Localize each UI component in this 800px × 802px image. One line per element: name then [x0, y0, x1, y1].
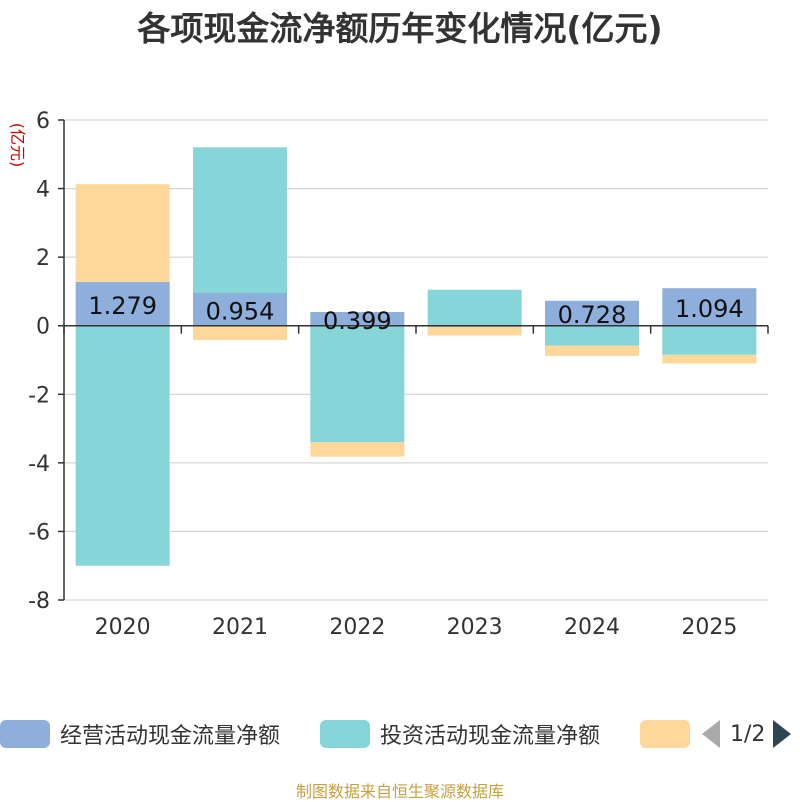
bar-financing-2024: [545, 345, 639, 356]
legend: 经营活动现金流量净额 投资活动现金流量净额: [0, 714, 800, 754]
bar-investing-2024: [545, 325, 639, 346]
y-tick-label: 0: [36, 315, 50, 340]
legend-page-indicator: 1/2: [730, 721, 766, 747]
y-tick-label: -4: [28, 452, 50, 477]
data-label: 0.399: [323, 307, 392, 335]
bar-investing-2020: [75, 325, 170, 566]
legend-swatch-operating: [0, 720, 50, 748]
legend-swatch-investing: [320, 720, 370, 748]
legend-label-operating: 经营活动现金流量净额: [60, 724, 281, 749]
bar-operating-2021: [193, 293, 287, 326]
data-label: 1.279: [88, 292, 157, 320]
y-tick-label: 6: [36, 109, 50, 134]
bar-operating-2025: [662, 288, 757, 326]
legend-item-investing[interactable]: 投资活动现金流量净额: [320, 714, 600, 754]
bar-operating-2024: [545, 300, 639, 326]
legend-item-financing[interactable]: [640, 714, 690, 754]
data-label: 0.728: [558, 301, 627, 329]
chart-canvas: 6 4 2 0 -2 -4 -6 -8 (亿元) 2020 2021 2022 2023 2024 2025…: [8, 109, 769, 640]
x-tick-label: 2021: [212, 615, 268, 640]
data-label: 0.954: [206, 297, 275, 325]
prev-page-arrow-icon[interactable]: [702, 720, 720, 748]
y-tick-label: -8: [28, 589, 50, 614]
legend-item-operating[interactable]: 经营活动现金流量净额: [0, 714, 280, 754]
y-tick-label: -2: [28, 383, 50, 408]
legend-pager: 1/2: [700, 714, 800, 754]
data-source-note: 制图数据来自恒生聚源数据库: [295, 782, 504, 801]
y-axis-label: (亿元): [8, 123, 27, 168]
data-label: 1.094: [675, 295, 744, 323]
legend-swatch-financing: [640, 720, 690, 748]
chart-title: 各项现金流净额历年变化情况(亿元): [137, 9, 663, 48]
bar-financing-2020: [75, 184, 170, 282]
bar-operating-2022: [310, 312, 405, 326]
bar-operating-2020: [75, 281, 170, 326]
x-tick-label: 2022: [329, 615, 385, 640]
bar-investing-2025: [662, 325, 757, 355]
bar-financing-2025: [662, 354, 757, 364]
bar-investing-2022: [310, 325, 405, 443]
x-tick-label: 2024: [564, 615, 620, 640]
next-page-arrow-icon[interactable]: [773, 720, 792, 748]
y-tick-label: -6: [28, 520, 50, 545]
bar-financing-2023: [427, 326, 522, 336]
y-tick-label: 2: [36, 246, 50, 271]
legend-label-investing: 投资活动现金流量净额: [380, 724, 601, 749]
x-tick-label: 2025: [681, 615, 737, 640]
x-tick-label: 2020: [95, 615, 151, 640]
bar-investing-2021: [193, 147, 287, 294]
bar-financing-2022: [310, 442, 405, 457]
y-tick-label: 4: [36, 178, 50, 203]
x-tick-label: 2023: [447, 615, 503, 640]
bar-investing-2023: [427, 289, 522, 326]
bar-financing-2021: [193, 325, 287, 341]
